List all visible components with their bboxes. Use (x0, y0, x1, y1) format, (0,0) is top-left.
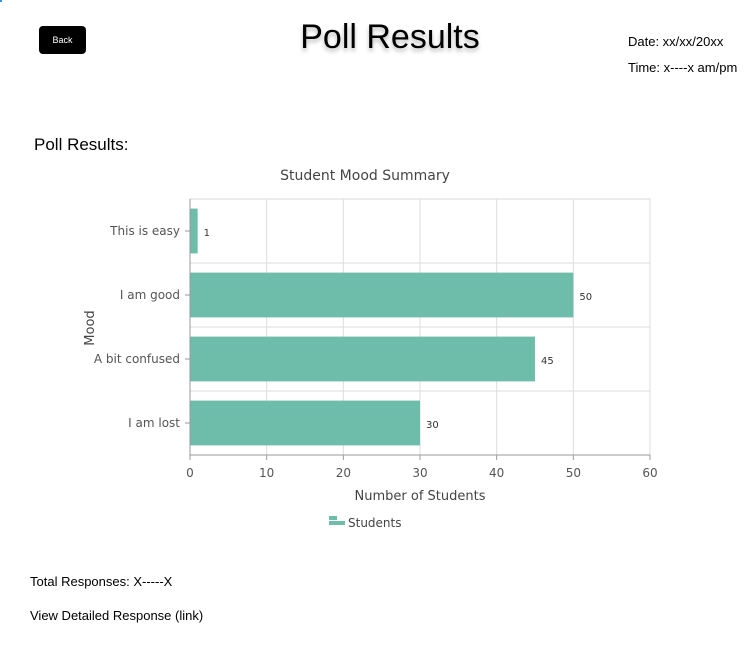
section-heading: Poll Results: (34, 135, 129, 154)
category-label: This is easy (109, 224, 180, 238)
poll-date: Date: xx/xx/20xx (628, 34, 724, 49)
x-tick-label: 60 (642, 466, 657, 480)
x-tick-label: 50 (566, 466, 581, 480)
bar[interactable] (190, 208, 198, 254)
category-label: A bit confused (94, 352, 180, 366)
back-button[interactable]: Back (39, 26, 86, 54)
x-tick-label: 20 (336, 466, 351, 480)
legend-label: Students (348, 516, 402, 530)
bar[interactable] (190, 272, 574, 318)
chart-title: Student Mood Summary (280, 168, 450, 184)
data-label: 30 (426, 420, 439, 431)
chart-legend[interactable]: Students (329, 516, 402, 530)
chart-axes: 0 10 20 30 40 50 60 This is easy I am good A bit … (94, 199, 658, 480)
page-title: Poll Results (300, 18, 480, 56)
x-axis-title: Number of Students (355, 489, 486, 504)
data-label: 45 (541, 356, 554, 367)
category-label: I am good (120, 288, 180, 302)
x-tick-label: 40 (489, 466, 504, 480)
data-label: 1 (204, 228, 210, 239)
bar[interactable] (190, 336, 535, 382)
y-axis-title: Mood (83, 310, 98, 345)
total-responses: Total Responses: X-----X (30, 574, 173, 589)
bar[interactable] (190, 400, 420, 446)
legend-swatch-icon (329, 516, 337, 520)
legend-swatch-icon-lower (329, 521, 345, 525)
x-tick-label: 10 (259, 466, 274, 480)
chart-bars: 1 50 45 30 (190, 208, 592, 446)
view-detailed-response-link[interactable]: View Detailed Response (link) (30, 608, 204, 623)
poll-time: Time: x----x am/pm (628, 60, 738, 75)
data-label: 50 (579, 292, 592, 303)
x-tick-label: 30 (412, 466, 427, 480)
canvas-corner-marker (0, 0, 2, 2)
x-tick-label: 0 (186, 466, 194, 480)
category-label: I am lost (128, 416, 180, 430)
